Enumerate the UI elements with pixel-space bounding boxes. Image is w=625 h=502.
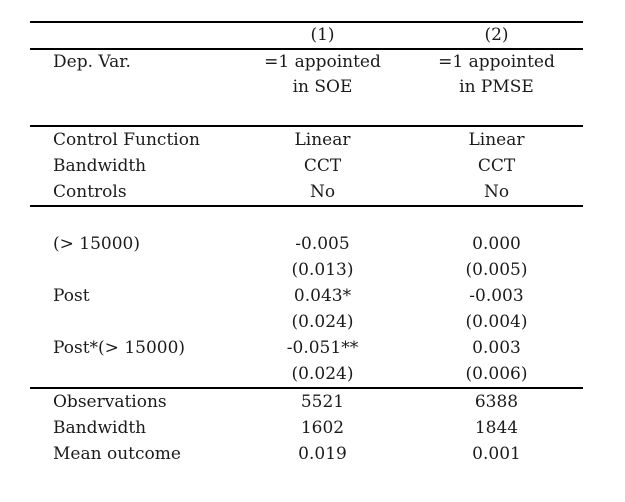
cell-col2: 0.003 <box>472 338 521 358</box>
dep-var-label: Dep. Var. <box>53 52 131 72</box>
row-label: Post <box>53 286 90 306</box>
table-row-controls: Controls No No <box>30 179 583 205</box>
cell-col1: (0.013) <box>291 260 354 280</box>
row-label: Mean outcome <box>53 444 181 464</box>
table-row-bandwidth-spec: Bandwidth CCT CCT <box>30 153 583 179</box>
cell-col2: 6388 <box>474 392 519 412</box>
row-label: Bandwidth <box>53 418 147 438</box>
cell-col2: 0.000 <box>472 234 521 254</box>
cell-col1: 5521 <box>300 392 345 412</box>
table-row-observations: Observations 5521 6388 <box>30 389 583 415</box>
cell-col2: 1844 <box>474 418 519 438</box>
table-rule-below-headers <box>30 48 583 50</box>
dep-var-col1-line1: =1 appointed <box>264 52 381 72</box>
row-label <box>30 361 235 387</box>
table-row-mean-outcome: Mean outcome 0.019 0.001 <box>30 441 583 467</box>
table-row-interaction-se: (0.024) (0.006) <box>30 361 583 387</box>
cell-col2: CCT <box>477 156 516 176</box>
row-label: Controls <box>53 182 127 202</box>
cell-col1: 0.019 <box>298 444 347 464</box>
cell-col2: (0.005) <box>465 260 528 280</box>
dep-var-col2-line1: =1 appointed <box>438 52 555 72</box>
row-label: Observations <box>53 392 167 412</box>
cell-col1: 1602 <box>300 418 345 438</box>
cell-col2: -0.003 <box>469 286 524 306</box>
column-header-2: (2) <box>484 25 509 45</box>
cell-col1: CCT <box>303 156 342 176</box>
dep-var-col2-line2: in PMSE <box>459 77 534 97</box>
table-row-threshold-se: (0.013) (0.005) <box>30 257 583 283</box>
column-header-1: (1) <box>310 25 335 45</box>
table-row-control-function: Control Function Linear Linear <box>30 127 583 153</box>
row-label: Post*(> 15000) <box>53 338 186 358</box>
cell-col2: (0.004) <box>465 312 528 332</box>
cell-col1: 0.043* <box>293 286 352 306</box>
table-row-threshold-coef: (> 15000) -0.005 0.000 <box>30 231 583 257</box>
table-row-post-coef: Post 0.043* -0.003 <box>30 283 583 309</box>
header-empty-cell <box>30 23 235 48</box>
cell-col2: (0.006) <box>465 364 528 384</box>
cell-col1: Linear <box>294 130 351 150</box>
section-gap <box>30 207 583 231</box>
row-label <box>30 309 235 335</box>
row-label: Control Function <box>53 130 200 150</box>
table-row-interaction-coef: Post*(> 15000) -0.051** 0.003 <box>30 335 583 361</box>
column-header-row: (1) (2) <box>30 23 583 48</box>
table-row-bandwidth-stat: Bandwidth 1602 1844 <box>30 415 583 441</box>
table-row-post-se: (0.024) (0.004) <box>30 309 583 335</box>
table-rule-below-specs <box>30 205 583 207</box>
cell-col1: (0.024) <box>291 364 354 384</box>
dep-var-col1: =1 appointed in SOE <box>235 50 410 100</box>
row-label: Bandwidth <box>53 156 147 176</box>
cell-col2: 0.001 <box>472 444 521 464</box>
dep-var-col2: =1 appointed in PMSE <box>410 50 583 100</box>
dep-var-row: Dep. Var. =1 appointed in SOE =1 appoint… <box>30 50 583 100</box>
cell-col1: (0.024) <box>291 312 354 332</box>
cell-col2: No <box>483 182 510 202</box>
cell-col1: No <box>309 182 336 202</box>
cell-col1: -0.005 <box>295 234 350 254</box>
table-rule-above-stats <box>30 387 583 389</box>
row-label: (> 15000) <box>53 234 140 254</box>
row-label <box>30 257 235 283</box>
table-rule-top <box>30 21 583 23</box>
cell-col2: Linear <box>468 130 525 150</box>
dep-var-col1-line2: in SOE <box>292 77 353 97</box>
regression-table: (1) (2) Dep. Var. =1 appointed in SOE =1… <box>30 21 583 467</box>
cell-col1: -0.051** <box>286 338 359 358</box>
section-gap <box>30 100 583 125</box>
table-rule-above-specs <box>30 125 583 127</box>
